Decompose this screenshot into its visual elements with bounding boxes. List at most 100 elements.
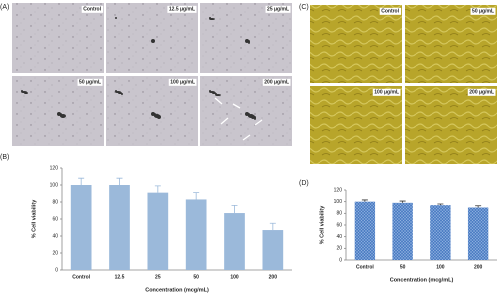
x-tick-label: 100 — [230, 274, 239, 280]
label-box — [262, 78, 291, 86]
x-tick-label: Control — [72, 274, 90, 280]
error-bar — [437, 203, 444, 206]
panel-label: (B) — [0, 154, 9, 161]
image-label: Control — [381, 8, 399, 14]
panel-label: (A) — [0, 4, 9, 11]
image-label: 12.5 μg/mL — [169, 6, 195, 12]
micrograph — [200, 76, 292, 146]
aggregate — [115, 17, 117, 19]
micrograph — [405, 86, 497, 164]
y-tick-label: 100 — [334, 199, 343, 205]
label-box — [168, 78, 197, 86]
micrograph — [106, 76, 198, 146]
label-box — [81, 5, 104, 13]
x-tick-label: 200 — [269, 274, 278, 280]
arrow — [242, 134, 251, 141]
x-tick-label: 100 — [436, 264, 445, 270]
micrograph — [12, 76, 104, 146]
y-tick-label: 0 — [339, 257, 342, 263]
micrograph — [310, 86, 402, 164]
label-box — [372, 88, 401, 96]
panel-label: (C) — [299, 4, 309, 11]
x-tick-label: 50 — [400, 264, 406, 270]
error-bar — [231, 205, 238, 214]
x-tick-label: Control — [356, 264, 374, 270]
arrow — [220, 117, 229, 125]
label-box — [470, 7, 496, 15]
aggregate — [118, 92, 122, 94]
y-tick-label: 40 — [336, 234, 342, 240]
micrograph — [106, 3, 198, 73]
image-label: 200 μg/mL — [264, 79, 289, 85]
image-label: 100 μg/mL — [170, 79, 195, 85]
bar — [392, 202, 413, 260]
y-axis-label: % Cell viability — [31, 199, 37, 238]
bar — [354, 201, 376, 260]
micrograph — [12, 3, 104, 73]
arrow — [214, 97, 223, 105]
aggregate — [121, 93, 123, 95]
x-tick-label: 12.5 — [115, 274, 125, 280]
arrow — [232, 103, 241, 109]
x-axis-label: Concentration (mcg/mL) — [390, 277, 454, 283]
error-bar — [475, 205, 482, 208]
error-bar — [116, 177, 123, 185]
aggregate — [215, 94, 221, 96]
bar — [147, 192, 169, 270]
error-bar — [269, 222, 276, 231]
aggregate — [157, 115, 161, 119]
bar — [430, 205, 451, 260]
image-label: 200 μg/mL — [469, 89, 494, 95]
micrograph — [405, 5, 497, 83]
bar — [109, 185, 130, 270]
error-bar — [361, 199, 368, 202]
error-bar — [193, 192, 200, 200]
image-label: 25 μg/mL — [267, 6, 289, 12]
x-tick-label: 200 — [474, 264, 483, 270]
bar — [70, 185, 92, 270]
x-axis-label: Concentration (mcg/mL) — [145, 287, 209, 293]
micrograph — [310, 5, 402, 83]
bar — [262, 230, 284, 270]
bar — [467, 207, 489, 260]
error-bar — [78, 177, 85, 185]
error-bar — [399, 200, 406, 203]
error-bar — [154, 185, 161, 193]
y-tick-label: 120 — [334, 187, 343, 193]
y-tick-label: 100 — [50, 182, 59, 188]
y-tick-label: 40 — [52, 233, 58, 239]
panel-label: (D) — [299, 180, 309, 187]
y-tick-label: 80 — [52, 199, 58, 205]
aggregate — [60, 114, 66, 118]
micrograph — [200, 3, 292, 73]
label-box — [77, 78, 103, 86]
y-tick-label: 60 — [52, 216, 58, 222]
image-label: 50 μg/mL — [79, 79, 101, 85]
y-tick-label: 120 — [50, 165, 59, 171]
aggregate — [24, 92, 28, 94]
image-label: 50 μg/mL — [472, 8, 494, 14]
y-tick-label: 0 — [55, 267, 58, 273]
label-box — [467, 88, 496, 96]
aggregate — [254, 116, 256, 120]
bar — [185, 199, 207, 270]
aggregate — [248, 40, 250, 44]
label-box — [167, 5, 197, 13]
y-tick-label: 20 — [52, 250, 58, 256]
y-tick-label: 60 — [336, 222, 342, 228]
aggregate — [212, 92, 216, 94]
aggregate — [151, 39, 155, 43]
image-label: 100 μg/mL — [374, 89, 399, 95]
x-tick-label: 50 — [193, 274, 199, 280]
bar — [224, 213, 245, 270]
y-axis-label: % Cell viability — [319, 205, 325, 244]
image-label: Control — [83, 6, 101, 12]
aggregate — [209, 18, 215, 20]
y-tick-label: 80 — [336, 211, 342, 217]
label-box — [265, 5, 291, 13]
arrow — [254, 119, 263, 126]
y-tick-label: 20 — [336, 246, 342, 252]
label-box — [379, 7, 402, 15]
x-tick-label: 25 — [155, 274, 161, 280]
